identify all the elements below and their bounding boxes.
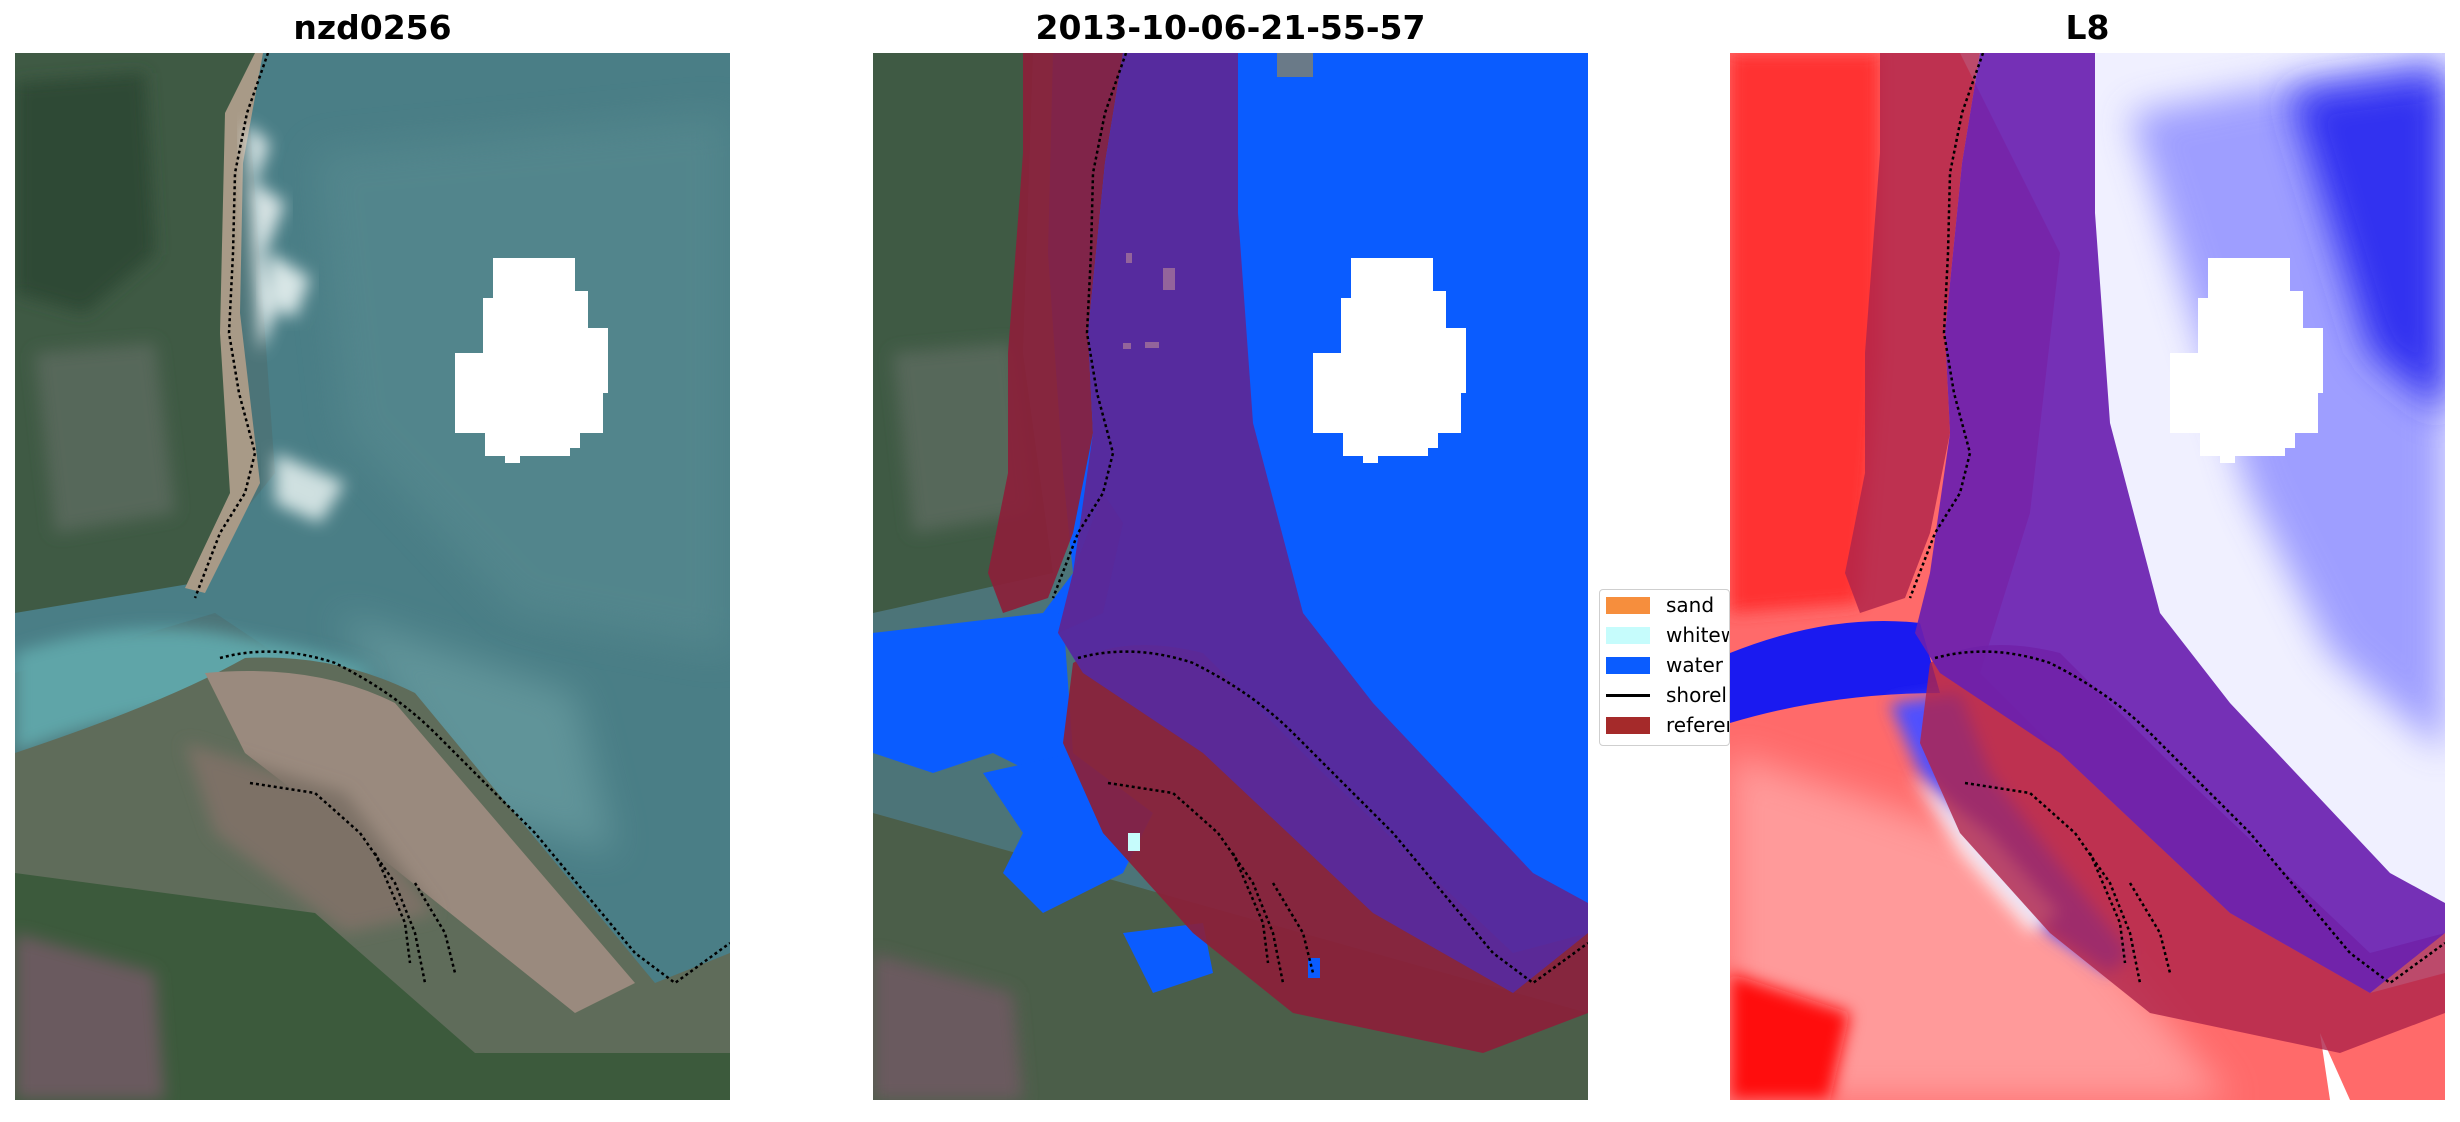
legend-swatch-sand [1606,596,1650,614]
legend-line-shoreline [1606,693,1650,697]
legend-swatch-water [1606,656,1650,674]
legend-item-water: water [1606,653,1723,677]
panel-title-index: L8 [2065,8,2110,47]
legend-item-reference: referen [1606,713,1729,737]
panel-title-classification: 2013-10-06-21-55-57 [1035,8,1426,47]
legend: sand whitew water shorel referen [1599,589,1730,746]
legend-item-sand: sand [1606,593,1714,617]
panel-title-satellite: nzd0256 [293,8,452,47]
legend-swatch-reference [1606,716,1650,734]
index-map-image [1730,53,2445,1100]
satellite-image [15,53,730,1100]
satellite-image-panel [15,53,730,1100]
legend-item-shoreline: shorel [1606,683,1727,707]
index-map-panel [1730,53,2445,1100]
legend-swatch-whitewater [1606,626,1650,644]
classification-image [873,53,1588,1100]
classification-panel [873,53,1588,1100]
legend-item-whitewater: whitew [1606,623,1729,647]
